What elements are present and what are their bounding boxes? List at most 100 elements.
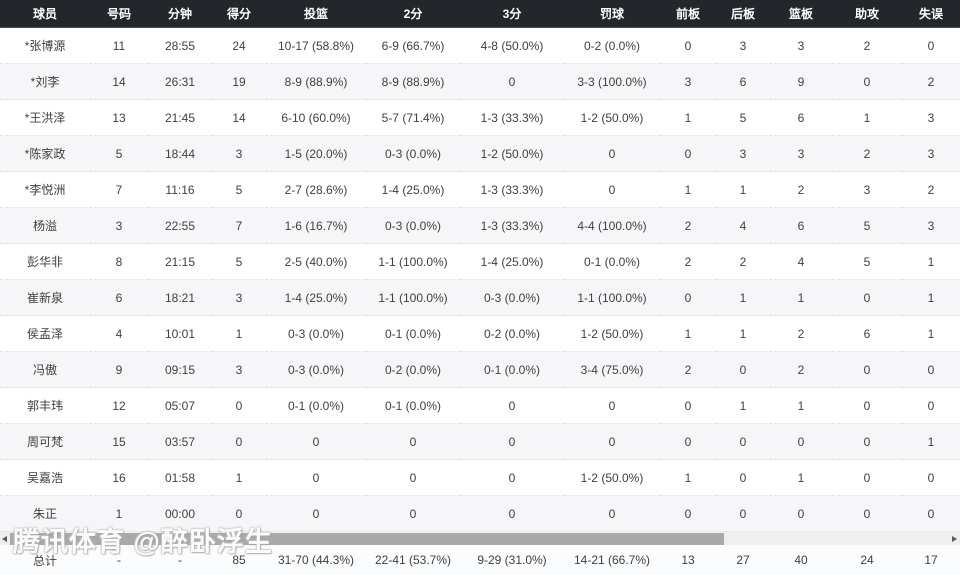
- cell-3pt: 1-3 (33.3%): [460, 207, 564, 244]
- cell-reb: 4: [770, 243, 832, 280]
- cell-ast: 5: [832, 243, 902, 280]
- cell-ast: 0: [832, 279, 902, 316]
- cell-minutes: 18:44: [148, 135, 212, 172]
- player-row: 杨溢 3 22:55 7 1-6 (16.7%) 0-3 (0.0%) 1-3 (33.3%…: [0, 207, 960, 244]
- cell-number: 7: [90, 171, 148, 208]
- total-cell-3pt: 9-29 (31.0%): [460, 545, 564, 575]
- cell-ft: 1-2 (50.0%): [564, 99, 660, 136]
- cell-ast: 0: [832, 459, 902, 496]
- cell-points: 7: [212, 207, 266, 244]
- total-cell-2pt: 22-41 (53.7%): [366, 545, 460, 575]
- player-row: 朱正 1 00:00 0 0 0 0 0 0 0 0 0 0: [0, 495, 960, 531]
- cell-points: 1: [212, 315, 266, 352]
- cell-minutes: 28:55: [164, 38, 196, 53]
- cell-off-reb: 2: [660, 243, 716, 280]
- column-header-player: 球员: [0, 0, 90, 28]
- cell-minutes: 03:57: [148, 423, 212, 460]
- cell-tov: 1: [902, 279, 960, 316]
- totals-table: 总计 - -85 31-70 (44.3%) 22-41 (53.7%) 9-29 (31…: [0, 545, 960, 575]
- cell-fg: 0: [266, 423, 366, 460]
- cell-tov: 1: [902, 315, 960, 352]
- cell-3pt: 0-1 (0.0%): [460, 351, 564, 388]
- cell-2pt: 5-7 (71.4%): [366, 99, 460, 136]
- cell-tov: 0: [902, 495, 960, 531]
- cell-3pt: 1-3 (33.3%): [460, 171, 564, 208]
- cell-number: 6: [90, 279, 148, 316]
- scroll-right-arrow-icon[interactable]: [952, 536, 957, 542]
- column-header-reb: 篮板: [770, 0, 832, 28]
- cell-tov: 2: [902, 63, 960, 100]
- cell-minutes: 01:58: [148, 459, 212, 496]
- cell-minutes: 22:55: [148, 207, 212, 244]
- cell-ast: 2: [863, 38, 871, 53]
- cell-fg: 8-9 (88.9%): [266, 63, 366, 100]
- cell-minutes: 21:45: [148, 99, 212, 136]
- cell-off-reb: 0: [660, 495, 716, 531]
- player-name-cell: 杨溢: [0, 207, 90, 244]
- scrollbar-thumb[interactable]: [10, 533, 724, 545]
- cell-2pt: 6-9 (66.7%): [381, 38, 445, 53]
- cell-2pt: 1-4 (25.0%): [366, 171, 460, 208]
- cell-3pt: 0: [460, 63, 564, 100]
- cell-off-reb: 1: [660, 315, 716, 352]
- player-name-cell: *张博源: [24, 39, 66, 53]
- cell-ast: 0: [832, 63, 902, 100]
- player-row: 吴嘉浩 16 01:58 1 0 0 0 1-2 (50.0%) 1 0 1 0 0: [0, 459, 960, 496]
- cell-ast: 6: [832, 315, 902, 352]
- cell-3pt: 0-2 (0.0%): [460, 315, 564, 352]
- cell-fg: 1-6 (16.7%): [266, 207, 366, 244]
- cell-ast: 5: [832, 207, 902, 244]
- player-name-cell: *李悦洲: [0, 171, 90, 208]
- player-name-cell: 吴嘉浩: [0, 459, 90, 496]
- cell-reb: 3: [770, 135, 832, 172]
- cell-points: 5: [212, 171, 266, 208]
- cell-minutes: 00:00: [148, 495, 212, 531]
- column-header-minutes: 分钟: [148, 0, 212, 28]
- cell-def-reb: 1: [716, 315, 770, 352]
- cell-ft: 3-4 (75.0%): [564, 351, 660, 388]
- cell-def-reb: 2: [716, 243, 770, 280]
- cell-minutes: 21:15: [148, 243, 212, 280]
- cell-fg: 0-1 (0.0%): [266, 387, 366, 424]
- total-cell-points: 85: [212, 545, 266, 575]
- cell-ast: 0: [832, 387, 902, 424]
- stats-header: 球员 号码 分钟 得分 投篮 2分 3分 罚球 前板 后板 篮板 助攻 失误: [0, 0, 960, 28]
- cell-2pt: 0-3 (0.0%): [366, 207, 460, 244]
- column-header-tov: 失误: [902, 0, 960, 28]
- player-row: 崔新泉 6 18:21 3 1-4 (25.0%) 1-1 (100.0%) 0-3 (0.…: [0, 279, 960, 316]
- cell-tov: 3: [902, 135, 960, 172]
- cell-points: 19: [212, 63, 266, 100]
- cell-ft: 0-2 (0.0%): [583, 38, 641, 53]
- cell-tov: 1: [902, 243, 960, 280]
- player-name-cell: *刘李: [0, 63, 90, 100]
- cell-points: 3: [212, 351, 266, 388]
- cell-points: 14: [212, 99, 266, 136]
- horizontal-scrollbar[interactable]: [0, 531, 960, 545]
- player-name-cell: 朱正: [0, 495, 90, 531]
- cell-def-reb: 3: [716, 135, 770, 172]
- total-cell-ft: 14-21 (66.7%): [564, 545, 660, 575]
- cell-tov: 3: [902, 207, 960, 244]
- cell-fg: 0: [266, 495, 366, 531]
- column-header-ast: 助攻: [832, 0, 902, 28]
- total-cell-fg: 31-70 (44.3%): [266, 545, 366, 575]
- cell-fg: 1-5 (20.0%): [266, 135, 366, 172]
- player-name-cell: *王洪泽: [0, 99, 90, 136]
- cell-reb: 6: [770, 99, 832, 136]
- column-header-fg: 投篮: [266, 0, 366, 28]
- player-row: 彭华非 8 21:15 5 2-5 (40.0%) 1-1 (100.0%) 1-4 (25…: [0, 243, 960, 280]
- cell-number: 14: [90, 63, 148, 100]
- scroll-left-arrow-icon[interactable]: [2, 536, 7, 542]
- cell-def-reb: 0: [716, 351, 770, 388]
- cell-2pt: 0: [366, 459, 460, 496]
- cell-points: 0: [212, 387, 266, 424]
- cell-fg: 0: [266, 459, 366, 496]
- cell-points: 5: [212, 243, 266, 280]
- cell-tov: 0: [902, 387, 960, 424]
- total-cell-minutes: -: [148, 545, 212, 575]
- cell-def-reb: 0: [716, 495, 770, 531]
- column-header-3pt: 3分: [460, 0, 564, 28]
- cell-3pt: 1-4 (25.0%): [460, 243, 564, 280]
- total-cell-reb: 40: [770, 545, 832, 575]
- cell-number: 5: [90, 135, 148, 172]
